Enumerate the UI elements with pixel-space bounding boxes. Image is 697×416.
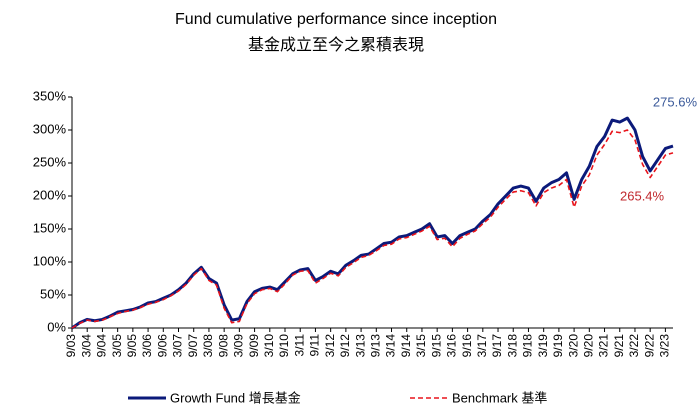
x-tick-label: 3/20 [566, 334, 580, 358]
x-tick-label: 9/21 [612, 334, 626, 358]
y-tick-label: 200% [33, 187, 67, 202]
x-tick-label: 3/06 [140, 334, 154, 358]
y-tick-label: 150% [33, 220, 67, 235]
y-tick-label: 350% [33, 88, 67, 103]
x-tick-label: 9/10 [277, 334, 291, 358]
x-tick-label: 9/05 [125, 334, 139, 358]
x-tick-label: 3/16 [445, 334, 459, 358]
series-line [71, 129, 674, 329]
x-tick-label: 3/17 [475, 334, 489, 358]
y-tick-label: 250% [33, 154, 67, 169]
y-tick-label: 100% [33, 253, 67, 268]
x-tick-label: 9/22 [642, 334, 656, 358]
x-tick-label: 3/08 [201, 334, 215, 358]
x-tick-label: 3/10 [262, 334, 276, 358]
y-tick-label: 0% [47, 319, 66, 334]
y-tick-label: 300% [33, 121, 67, 136]
x-tick-label: 9/09 [247, 334, 261, 358]
x-tick-label: 3/12 [323, 334, 337, 358]
x-tick-label: 9/20 [581, 334, 595, 358]
series-line [71, 116, 674, 330]
x-tick-label: 9/18 [521, 334, 535, 358]
x-tick-label: 9/13 [368, 334, 382, 358]
annotation: 265.4% [620, 188, 665, 203]
legend-label: Benchmark 基準 [452, 390, 547, 405]
x-tick-label: 3/21 [597, 334, 611, 358]
y-tick-label: 50% [40, 286, 66, 301]
x-tick-label: 3/04 [79, 334, 93, 358]
x-tick-label: 3/07 [171, 334, 185, 358]
x-tick-label: 3/13 [353, 334, 367, 358]
x-tick-label: 9/16 [460, 334, 474, 358]
x-tick-label: 3/19 [536, 334, 550, 358]
chart-title: Fund cumulative performance since incept… [175, 11, 497, 28]
x-tick-label: 9/04 [95, 334, 109, 358]
chart-subtitle: 基金成立至今之累積表現 [248, 36, 424, 54]
x-tick-label: 9/14 [399, 334, 413, 358]
x-tick-label: 3/11 [292, 334, 306, 357]
x-tick-label: 9/07 [186, 334, 200, 358]
x-tick-label: 9/15 [429, 334, 443, 358]
x-tick-label: 9/08 [216, 334, 230, 358]
x-tick-label: 9/06 [155, 334, 169, 358]
x-tick-label: 3/05 [110, 334, 124, 358]
x-tick-label: 9/19 [551, 334, 565, 358]
x-tick-label: 3/18 [505, 334, 519, 358]
x-tick-label: 9/17 [490, 334, 504, 358]
annotation: 275.6% [653, 94, 697, 109]
x-tick-label: 9/12 [338, 334, 352, 358]
x-tick-label: 3/14 [384, 334, 398, 358]
x-tick-label: 3/22 [627, 334, 641, 358]
x-tick-label: 3/23 [658, 334, 672, 358]
x-tick-label: 9/11 [308, 334, 322, 357]
x-tick-label: 3/09 [232, 334, 246, 358]
x-tick-label: 9/03 [64, 334, 78, 358]
x-tick-label: 3/15 [414, 334, 428, 358]
legend-label: Growth Fund 增長基金 [170, 390, 301, 405]
